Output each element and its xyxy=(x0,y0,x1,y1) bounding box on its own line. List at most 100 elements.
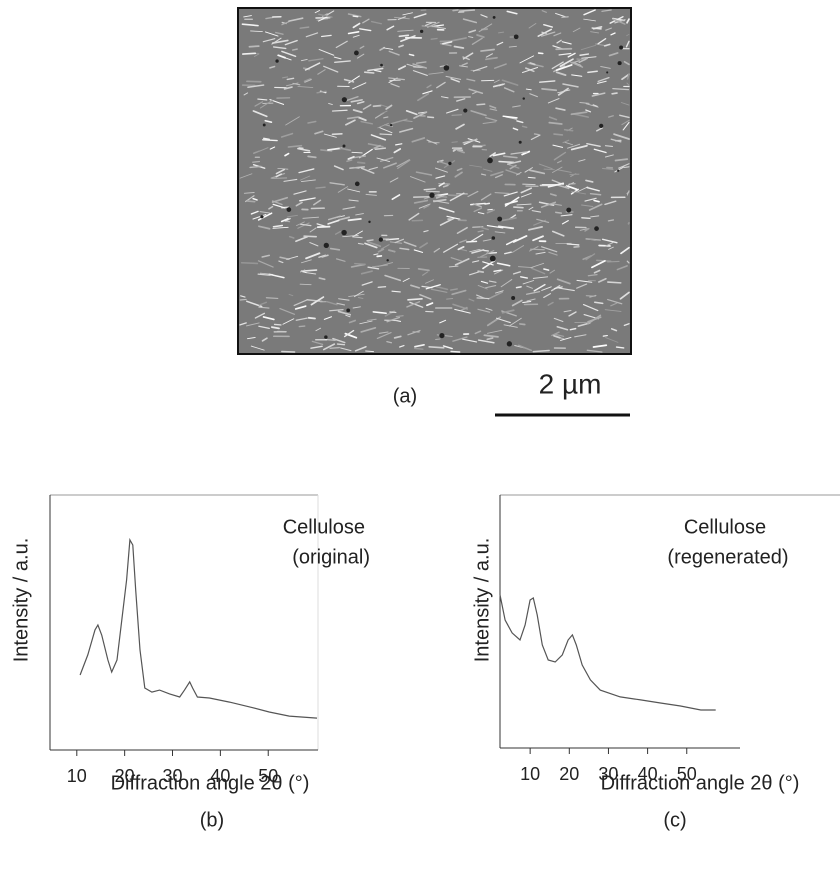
fiber xyxy=(383,162,397,169)
fiber xyxy=(316,90,327,94)
fiber xyxy=(555,107,566,111)
fiber xyxy=(252,110,268,118)
fiber xyxy=(482,261,494,266)
fiber xyxy=(556,39,562,44)
fiber xyxy=(453,45,465,49)
fiber xyxy=(422,90,433,95)
fiber xyxy=(329,346,341,349)
fiber xyxy=(549,193,557,197)
fiber xyxy=(477,212,485,215)
fiber xyxy=(285,82,299,87)
fiber xyxy=(367,266,380,270)
fiber xyxy=(372,104,382,108)
pore xyxy=(439,332,445,339)
fiber xyxy=(555,211,563,214)
fiber xyxy=(345,95,359,102)
fiber xyxy=(423,230,429,233)
fiber xyxy=(374,147,387,150)
fiber xyxy=(305,32,319,38)
fiber xyxy=(277,54,292,61)
fiber xyxy=(250,345,265,351)
fiber xyxy=(489,152,496,158)
fiber xyxy=(413,111,428,119)
fiber xyxy=(292,82,301,86)
fiber xyxy=(257,212,273,221)
fiber xyxy=(252,213,267,220)
fiber xyxy=(487,208,493,211)
fiber xyxy=(408,212,420,221)
fiber xyxy=(471,91,478,95)
fiber xyxy=(614,158,629,162)
fiber xyxy=(301,259,312,264)
fiber xyxy=(311,340,324,346)
fiber xyxy=(406,301,421,308)
fiber xyxy=(620,102,630,106)
fiber xyxy=(293,299,308,307)
fiber xyxy=(387,249,396,253)
fiber xyxy=(498,160,515,164)
fiber xyxy=(462,56,470,61)
fiber xyxy=(412,63,427,69)
fiber xyxy=(458,9,476,12)
fiber xyxy=(503,155,518,159)
fiber xyxy=(293,190,307,195)
fiber xyxy=(317,69,326,75)
fiber xyxy=(521,66,539,74)
fiber xyxy=(522,280,535,285)
fiber xyxy=(243,15,252,18)
fiber xyxy=(243,192,255,194)
fiber xyxy=(480,48,495,52)
fiber xyxy=(541,10,547,13)
fiber xyxy=(496,262,511,267)
fiber xyxy=(585,238,601,241)
fiber xyxy=(497,225,515,230)
fiber xyxy=(557,160,562,164)
fiber xyxy=(603,43,611,47)
fiber xyxy=(456,226,468,234)
fiber xyxy=(270,326,280,330)
fiber xyxy=(618,163,630,169)
fiber xyxy=(262,139,278,142)
fiber xyxy=(376,331,392,340)
pore xyxy=(448,161,452,166)
fiber xyxy=(347,218,362,222)
fiber xyxy=(271,39,289,44)
fiber xyxy=(346,116,359,120)
fiber xyxy=(619,291,630,300)
fiber xyxy=(450,78,460,83)
fiber xyxy=(626,33,630,37)
fiber xyxy=(430,288,448,293)
fiber xyxy=(329,308,344,312)
fiber xyxy=(442,41,453,45)
fiber xyxy=(305,272,317,275)
fiber xyxy=(253,150,260,154)
fiber xyxy=(473,207,483,213)
fiber xyxy=(247,84,265,88)
fiber xyxy=(612,88,630,91)
fiber xyxy=(602,334,608,337)
fiber xyxy=(620,246,630,255)
fiber xyxy=(352,22,361,29)
fiber xyxy=(398,44,404,48)
fiber xyxy=(587,274,598,277)
fiber xyxy=(394,238,405,244)
fiber xyxy=(525,290,541,295)
fiber xyxy=(565,184,578,191)
fiber xyxy=(433,247,441,253)
fiber xyxy=(288,17,304,22)
fiber xyxy=(356,161,366,164)
fiber xyxy=(286,255,299,260)
fiber xyxy=(484,202,491,205)
fiber xyxy=(507,160,522,165)
fiber xyxy=(572,27,581,33)
fiber xyxy=(368,166,378,171)
fiber xyxy=(504,200,518,206)
fiber xyxy=(345,119,356,126)
fiber xyxy=(471,249,485,254)
fiber xyxy=(570,190,587,195)
fiber xyxy=(264,119,273,123)
fiber xyxy=(430,37,438,40)
fiber xyxy=(479,249,495,258)
pore xyxy=(497,216,503,222)
